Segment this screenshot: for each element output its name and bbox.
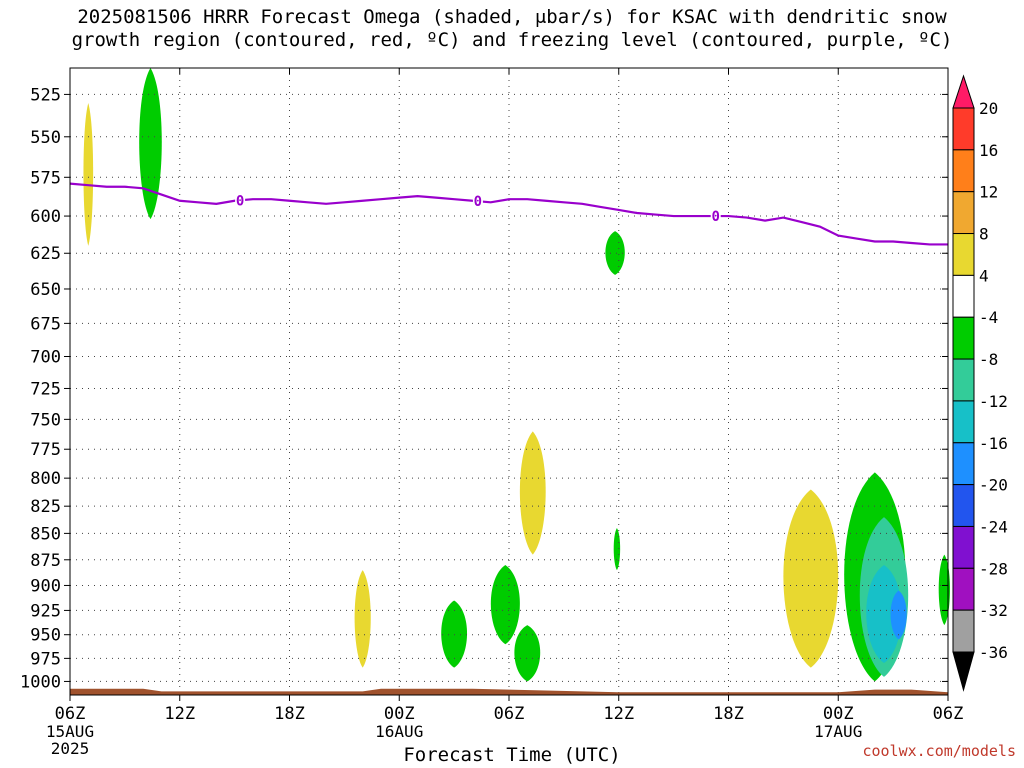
- colorbar-band: [952, 400, 975, 444]
- terrain-fill: [70, 688, 948, 695]
- colorbar: 20 16 12 8 4 -4 -8 -12 -16 -20 -24 -28 -32 -36: [952, 74, 1008, 692]
- y-tick-label: 1000: [20, 672, 61, 692]
- x-tick-label: 18Z: [274, 704, 305, 724]
- y-tick-label: 775: [30, 440, 61, 460]
- colorbar-label: -32: [979, 601, 1008, 620]
- freezing-level-label: 0: [236, 193, 244, 209]
- x-tick-label: 12Z: [603, 704, 634, 724]
- y-tick-label: 625: [30, 244, 61, 264]
- colorbar-label: -28: [979, 559, 1008, 578]
- colorbar-label: -24: [979, 517, 1008, 536]
- colorbar-label: -36: [979, 643, 1008, 662]
- y-tick-label: 850: [30, 524, 61, 544]
- freezing-level-label-bg: [710, 208, 721, 225]
- colorbar-band: [952, 567, 975, 611]
- colorbar-label: -12: [979, 392, 1008, 411]
- omega-region-6: [441, 600, 468, 668]
- omega-region-3: [519, 431, 546, 555]
- y-tick-label: 875: [30, 551, 61, 571]
- y-tick-label: 750: [30, 410, 61, 430]
- colorbar-band: [952, 609, 975, 653]
- colorbar-band: [952, 484, 975, 527]
- omega-region-5: [354, 570, 371, 668]
- colorbar-band: [952, 316, 975, 360]
- colorbar-label: 16: [979, 141, 998, 160]
- x-tick-sublabel: 2025: [51, 739, 90, 758]
- colorbar-band: [952, 107, 975, 151]
- x-tick-label: 00Z: [384, 704, 415, 724]
- omega-region-12: [866, 564, 902, 664]
- x-tick-label: 00Z: [823, 704, 854, 724]
- y-tick-label: 975: [30, 649, 61, 669]
- y-tick-label: 600: [30, 207, 61, 227]
- x-tick-sublabel: 16AUG: [375, 722, 423, 741]
- x-tick-label: 06Z: [55, 704, 86, 724]
- y-tick-label: 825: [30, 497, 61, 517]
- omega-region-13: [890, 590, 907, 640]
- x-tick-label: 12Z: [164, 704, 195, 724]
- omega-region-7: [490, 564, 520, 645]
- colorbar-label: 20: [979, 99, 998, 118]
- colorbar-band: [952, 358, 975, 402]
- freezing-level-line: [69, 182, 948, 246]
- omega-region-4: [613, 528, 621, 571]
- colorbar-label: 12: [979, 183, 998, 202]
- y-axis: 525 550 575 600 625 650 675 700 725 750 775 800 825 8…: [20, 85, 948, 692]
- omega-region-8: [514, 625, 541, 682]
- x-tick-sublabel: 17AUG: [814, 722, 862, 741]
- terrain-surface: [70, 688, 948, 695]
- x-tick-sublabel: 15AUG: [46, 722, 94, 741]
- x-tick-label: 06Z: [933, 704, 964, 724]
- omega-shading: [83, 68, 950, 682]
- colorbar-band: [952, 191, 975, 235]
- colorbar-top-arrow: [952, 74, 975, 109]
- grid: [70, 68, 948, 695]
- y-tick-label: 950: [30, 626, 61, 646]
- x-tick-label: 18Z: [713, 704, 744, 724]
- colorbar-label: 8: [979, 225, 989, 244]
- x-tick-label: 06Z: [494, 704, 525, 724]
- colorbar-label: 4: [979, 266, 989, 285]
- colorbar-bottom-arrow: [952, 651, 975, 692]
- omega-region-9: [783, 489, 839, 668]
- freezing-level-label: 0: [474, 194, 482, 210]
- colorbar-band: [952, 525, 975, 569]
- y-tick-label: 800: [30, 469, 61, 489]
- colorbar-label: -4: [979, 308, 998, 327]
- colorbar-label: -16: [979, 434, 1008, 453]
- freezing-level-label-bg: [235, 192, 246, 209]
- colorbar-band: [952, 442, 975, 486]
- colorbar-band: [952, 149, 975, 193]
- freezing-level-label-bg: [472, 193, 483, 210]
- omega-region-0: [83, 103, 94, 246]
- freezing-level-label: 0: [711, 209, 719, 225]
- y-tick-label: 725: [30, 379, 61, 399]
- omega-region-1: [139, 68, 162, 220]
- omega-region-14: [938, 554, 950, 626]
- site-credit[interactable]: coolwx.com/models: [862, 742, 1016, 760]
- y-tick-label: 900: [30, 576, 61, 596]
- y-tick-label: 675: [30, 314, 61, 334]
- y-tick-label: 575: [30, 168, 61, 188]
- y-tick-label: 925: [30, 601, 61, 621]
- y-tick-label: 525: [30, 85, 61, 105]
- colorbar-label: -20: [979, 476, 1008, 495]
- colorbar-band: [952, 274, 975, 318]
- y-tick-label: 650: [30, 280, 61, 300]
- colorbar-label: -8: [979, 350, 998, 369]
- colorbar-band: [952, 233, 975, 276]
- x-axis-label: Forecast Time (UTC): [403, 744, 621, 766]
- omega-region-2: [605, 231, 625, 275]
- chart-title: 2025081506 HRRR Forecast Omega (shaded, …: [71, 6, 953, 51]
- freezing-level-contour: 0 0 0: [69, 182, 948, 246]
- y-tick-label: 700: [30, 347, 61, 367]
- y-tick-label: 550: [30, 128, 61, 148]
